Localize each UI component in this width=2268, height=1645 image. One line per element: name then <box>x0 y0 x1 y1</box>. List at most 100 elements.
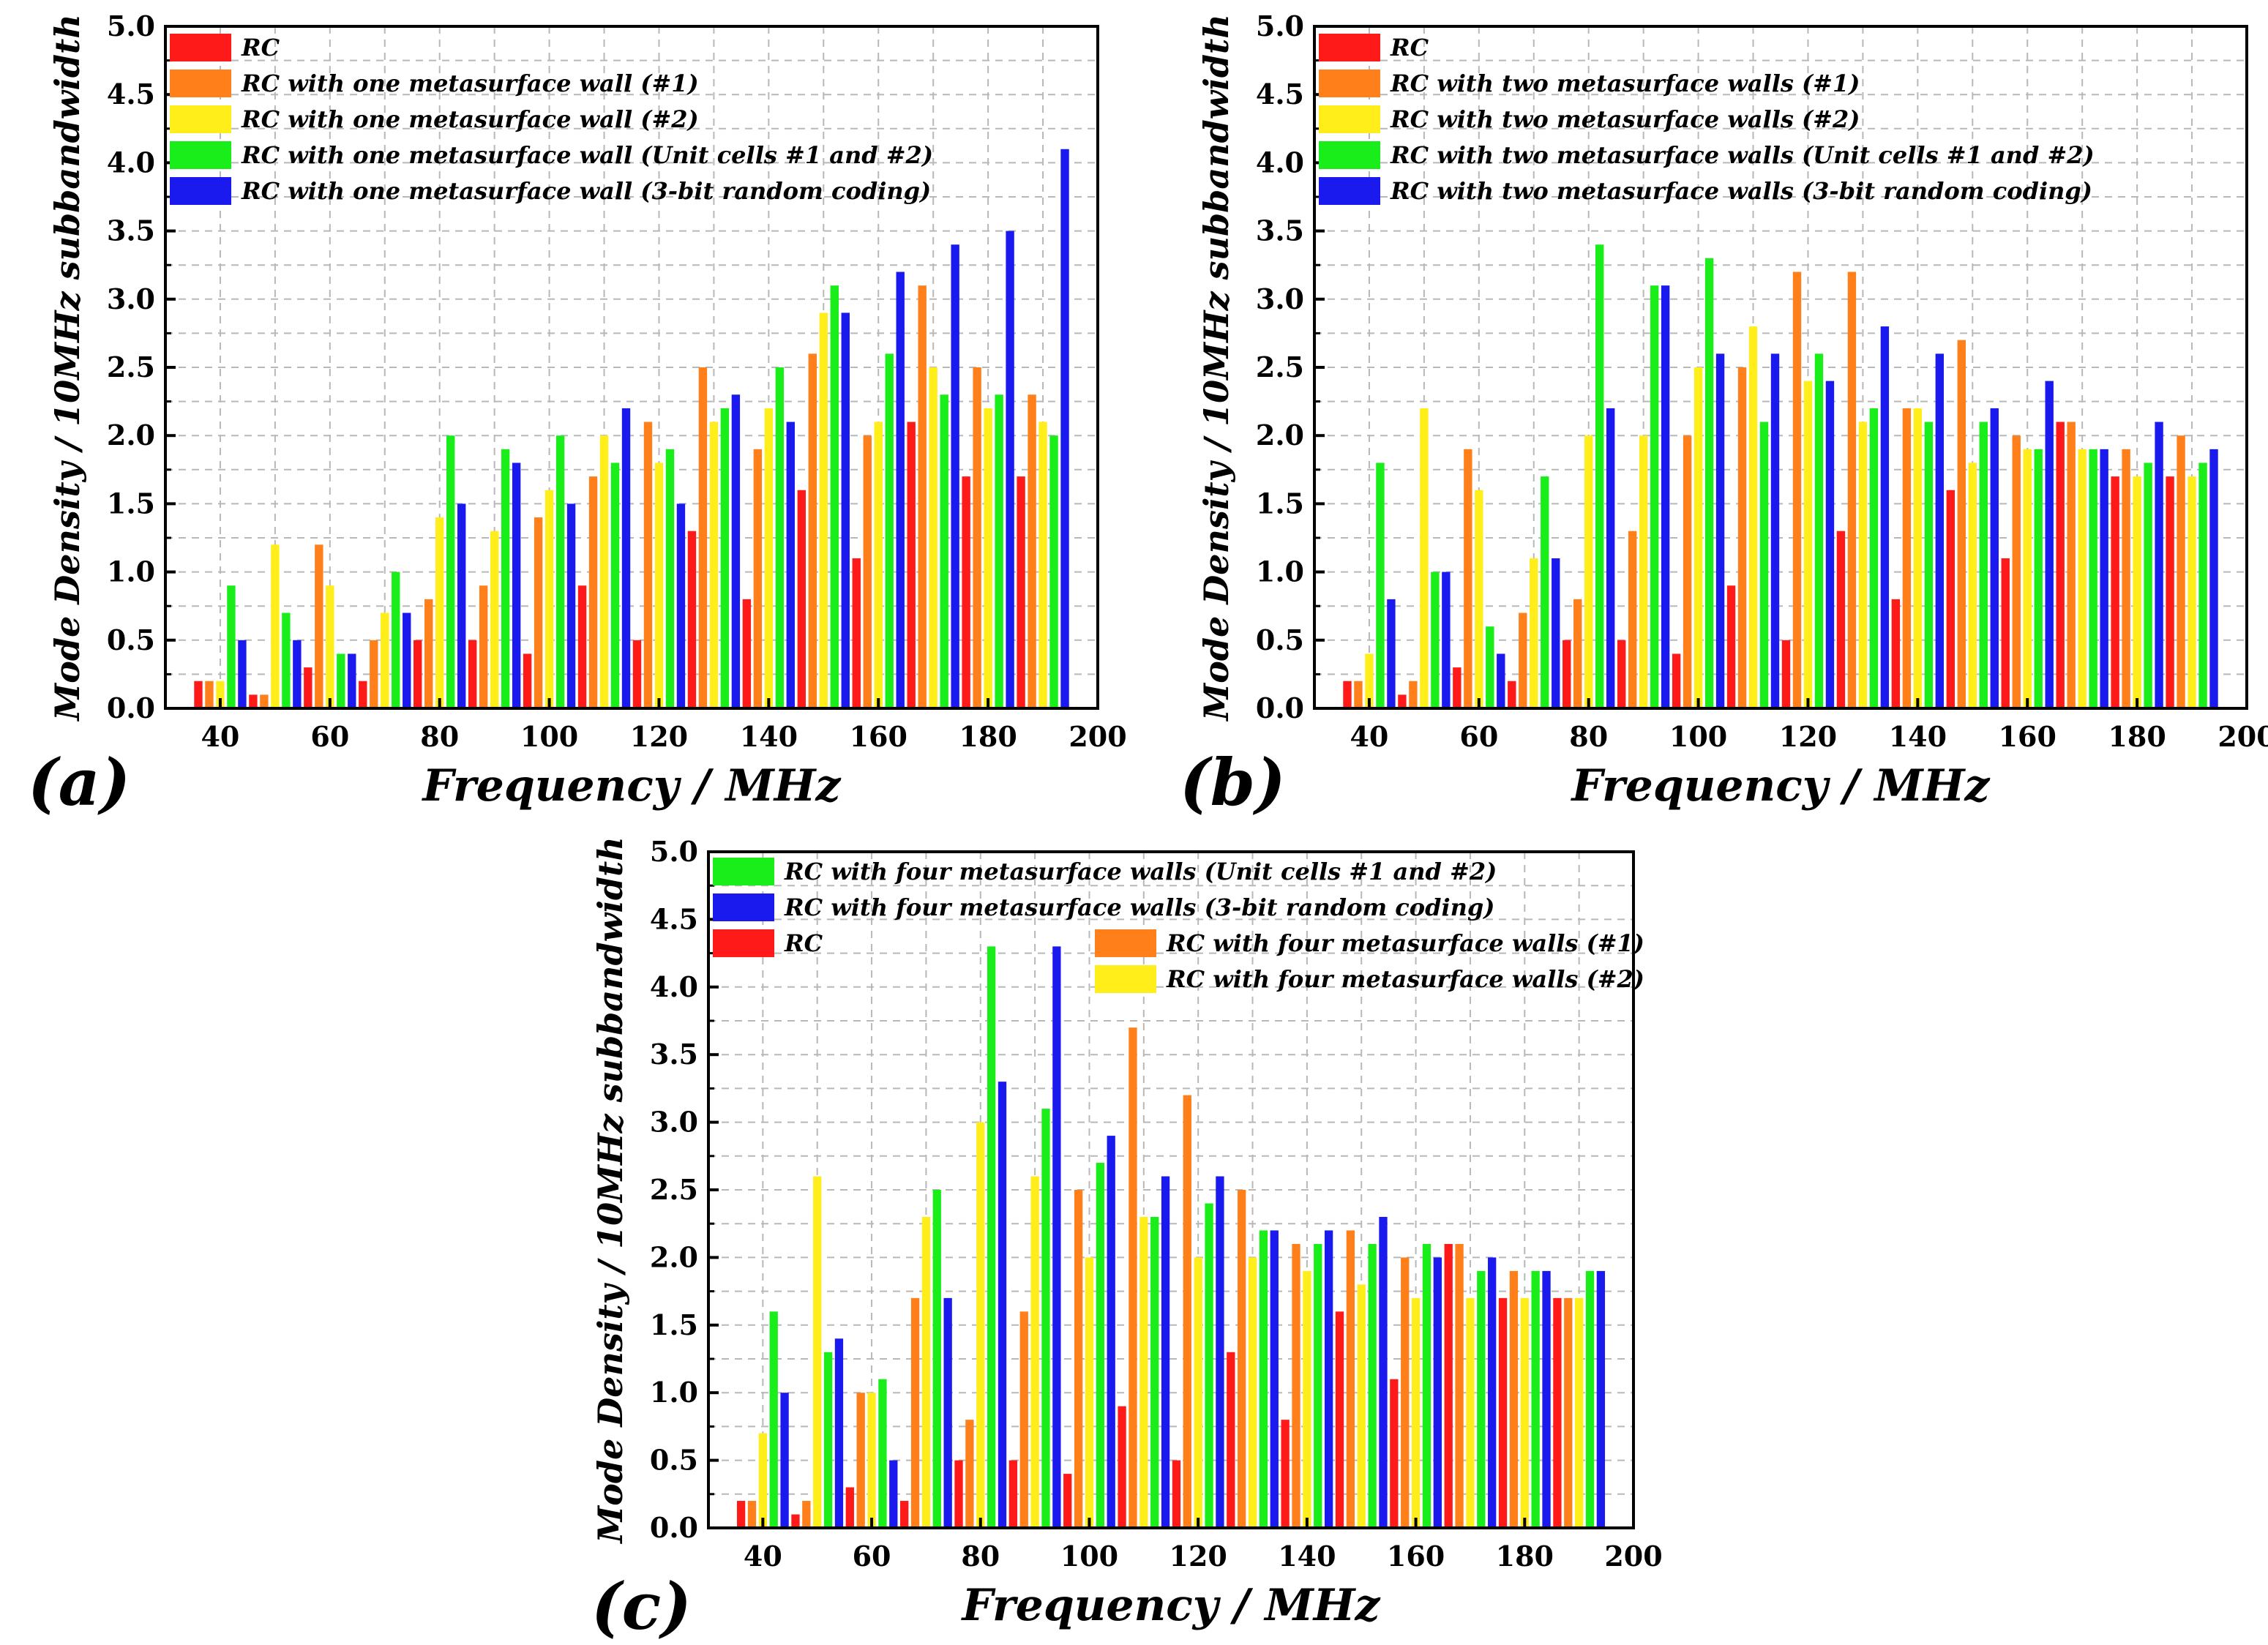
bar-RC-155-165 <box>1390 1379 1399 1528</box>
bar-RC-125-135 <box>687 531 697 708</box>
bar-wall2-125-135 <box>1248 1257 1257 1528</box>
bar-wall1-125-135 <box>1238 1190 1246 1528</box>
legend-label-wall2: RC with two metasurface walls (#2) <box>1390 105 1860 133</box>
y-tick-label: 2.0 <box>650 1240 698 1273</box>
bar-RC-65-75 <box>1508 681 1516 708</box>
bar-both-125-135 <box>1259 1230 1268 1528</box>
bar-wall2-115-125 <box>1803 381 1813 708</box>
bar-both-135-145 <box>775 367 785 708</box>
bar-coding-35-45 <box>238 640 247 708</box>
panel-c: 0.0 0.5 1.0 1.5 2.0 2.5 3.0 3.5 4.0 4.5 5.0 40 60 80… <box>591 835 1663 1644</box>
bar-wall2-95-105 <box>1693 367 1703 708</box>
bar-wall1-55-65 <box>315 544 323 708</box>
legend-label-both: RC with four metasurface walls (Unit cel… <box>784 858 1497 885</box>
bar-both-75-85 <box>1595 244 1604 708</box>
y-tick-label: 1.0 <box>107 555 155 588</box>
bar-RC-55-65 <box>845 1487 854 1528</box>
bar-both-155-165 <box>2034 449 2043 708</box>
bar-RC-105-115 <box>577 585 587 708</box>
bar-RC-35-45 <box>1343 681 1352 708</box>
bar-coding-95-105 <box>1107 1136 1115 1528</box>
bar-wall2-145-155 <box>1968 462 1977 708</box>
bar-RC-125-135 <box>1836 531 1846 708</box>
x-tick-label: 160 <box>1387 1540 1445 1573</box>
bar-both-145-155 <box>1979 421 1988 708</box>
x-tick-label: 180 <box>2108 720 2166 753</box>
bar-wall2-95-105 <box>544 490 554 708</box>
bar-coding-155-165 <box>1433 1257 1442 1528</box>
bar-coding-135-145 <box>786 421 796 708</box>
x-tick-label: 120 <box>1779 720 1837 753</box>
y-tick-label: 2.5 <box>1256 351 1304 383</box>
bar-wall2-75-85 <box>1584 435 1593 708</box>
bar-both-75-85 <box>987 946 996 1528</box>
bar-wall2-135-145 <box>1303 1270 1311 1528</box>
bar-wall1-145-155 <box>1346 1230 1355 1528</box>
y-tick-label: 3.0 <box>1256 282 1304 315</box>
bar-wall1-135-145 <box>1292 1243 1300 1528</box>
bar-both-85-95 <box>501 449 510 708</box>
bar-wall1-155-165 <box>1401 1257 1410 1528</box>
bar-wall2-105-115 <box>599 435 609 708</box>
legend-label-wall2: RC with one metasurface wall (#2) <box>241 105 699 133</box>
bar-wall1-65-75 <box>910 1297 920 1528</box>
bar-RC-115-125 <box>632 640 642 708</box>
legend-label-RC: RC <box>241 34 280 61</box>
bar-both-115-125 <box>665 449 675 708</box>
bar-wall2-45-55 <box>1420 408 1429 708</box>
y-axis-label-c: Mode Density / 10MHz subbandwidth <box>591 836 630 1544</box>
bar-wall1-45-55 <box>1409 681 1418 708</box>
bar-wall2-75-85 <box>976 1122 985 1528</box>
bar-RC-135-145 <box>1891 599 1901 708</box>
bar-RC-105-115 <box>1726 585 1736 708</box>
legend-swatch-wall2 <box>170 105 231 133</box>
bar-wall1-105-115 <box>588 476 598 708</box>
bar-coding-105-115 <box>621 408 631 708</box>
legend-swatch-RC <box>713 929 774 957</box>
bar-wall1-175-185 <box>2122 449 2130 708</box>
y-tick-label: 0.0 <box>107 692 155 724</box>
bar-both-145-155 <box>1368 1243 1377 1528</box>
bar-both-105-115 <box>1759 421 1769 708</box>
x-tick-label: 100 <box>1060 1540 1118 1573</box>
y-tick-label: 3.0 <box>107 282 155 315</box>
legend-label-RC: RC <box>1390 34 1429 61</box>
legend-label-wall1: RC with four metasurface walls (#1) <box>1166 929 1644 957</box>
bar-both-135-145 <box>1924 421 1934 708</box>
bar-both-155-165 <box>885 353 894 708</box>
x-ticks-c: 40 60 80 100 120 140 160 180 200 <box>744 1518 1663 1573</box>
x-tick-label: 200 <box>2218 720 2268 753</box>
bar-coding-145-155 <box>1990 408 1999 708</box>
x-tick-label: 180 <box>959 720 1017 753</box>
bar-RC-85-95 <box>1008 1460 1018 1528</box>
legend-label-RC: RC <box>784 929 823 957</box>
legend-label-both: RC with two metasurface walls (Unit cell… <box>1390 141 2095 169</box>
bar-wall2-55-65 <box>1475 490 1483 708</box>
bar-RC-125-135 <box>1227 1352 1235 1528</box>
y-tick-label: 4.0 <box>107 146 155 179</box>
bar-both-165-175 <box>1477 1270 1486 1528</box>
y-tick-label: 3.5 <box>650 1038 698 1071</box>
legend-swatch-RC <box>1319 34 1380 61</box>
bar-coding-185-195 <box>2209 449 2218 708</box>
bar-wall1-135-145 <box>753 449 763 708</box>
y-tick-label: 5.0 <box>650 835 698 868</box>
legend-b: RC RC with two metasurface walls (#1) RC w… <box>1319 34 2095 205</box>
bar-wall2-115-125 <box>1194 1257 1202 1528</box>
bar-both-65-75 <box>932 1190 941 1528</box>
x-axis-label-c: Frequency / MHz <box>961 1580 1382 1631</box>
x-tick-label: 200 <box>1604 1540 1662 1573</box>
bar-coding-65-75 <box>943 1297 952 1528</box>
bar-coding-55-65 <box>889 1460 898 1528</box>
panel-a: 0.0 0.5 1.0 1.5 2.0 2.5 3.0 3.5 4.0 4.5 5.0 40 60 80… <box>28 10 1127 820</box>
bar-coding-45-55 <box>834 1338 844 1528</box>
bar-wall1-95-105 <box>1074 1190 1083 1528</box>
x-tick-label: 80 <box>961 1540 1000 1573</box>
bar-coding-175-185 <box>2155 421 2163 708</box>
bar-wall2-135-145 <box>764 408 774 708</box>
bar-RC-45-55 <box>249 694 258 708</box>
y-tick-label: 1.0 <box>1256 555 1304 588</box>
y-axis-label-b: Mode Density / 10MHz subbandwidth <box>1197 14 1236 722</box>
legend-a: RC RC with one metasurface wall (#1) RC wi… <box>170 34 933 205</box>
bar-coding-165-175 <box>1488 1257 1497 1528</box>
